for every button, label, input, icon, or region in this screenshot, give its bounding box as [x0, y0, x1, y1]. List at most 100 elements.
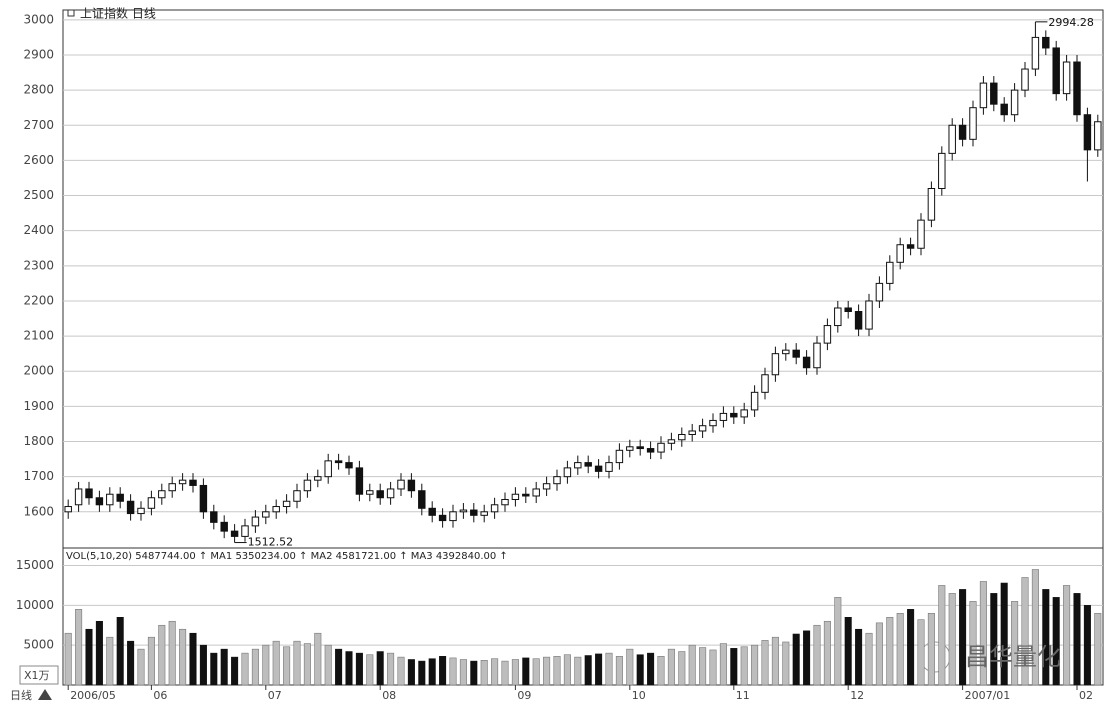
volume-bar — [1042, 589, 1050, 686]
volume-bar — [636, 654, 644, 686]
volume-bar — [439, 656, 447, 686]
volume-bar — [948, 593, 956, 686]
chart-title: 上证指数 日线 — [80, 6, 156, 21]
volume-bar — [543, 656, 551, 686]
candle-body — [906, 244, 915, 249]
candle-body — [106, 493, 114, 506]
volume-bar — [168, 620, 176, 686]
volume-bar — [1094, 613, 1102, 686]
volume-bar — [1073, 593, 1081, 686]
volume-bar — [407, 659, 415, 686]
candle-body — [376, 490, 384, 499]
x-tick-label: 07 — [268, 689, 282, 702]
volume-bar — [116, 616, 124, 686]
volume-bar — [459, 659, 467, 686]
volume-bar — [1063, 585, 1071, 686]
x-tick-label: 02 — [1079, 689, 1093, 702]
y-tick-label: 2100 — [23, 329, 54, 343]
volume-bar — [470, 660, 478, 686]
volume-bar — [907, 609, 915, 686]
candle-body — [678, 433, 686, 441]
volume-bar — [896, 613, 904, 686]
volume-bar — [730, 648, 738, 686]
candle-body — [230, 530, 239, 537]
volume-bar — [199, 644, 207, 686]
candle-body — [1042, 36, 1050, 49]
candle-body — [802, 356, 811, 369]
candle-body — [314, 476, 322, 481]
y-tick-label: 10000 — [16, 598, 54, 612]
volume-bar — [272, 640, 280, 686]
candle-body — [199, 484, 208, 513]
y-tick-label: 1700 — [23, 469, 54, 483]
y-tick-label: 2200 — [23, 293, 54, 307]
volume-bar — [792, 633, 800, 686]
volume-bar — [855, 628, 863, 686]
volume-bar — [75, 609, 83, 686]
volume-bar — [761, 640, 769, 686]
volume-bar — [917, 619, 925, 686]
volume-bar — [699, 647, 707, 686]
volume-bar — [938, 585, 946, 686]
y-tick-label: 2000 — [23, 364, 54, 378]
volume-bar — [522, 657, 530, 686]
candle-body — [709, 419, 717, 427]
volume-bar — [283, 646, 291, 686]
candle-body — [459, 509, 468, 513]
candle-body — [646, 448, 655, 453]
volume-header: VOL(5,10,20) 5487744.00 ↑ MA1 5350234.00… — [66, 551, 508, 562]
candle-body — [1062, 61, 1071, 95]
volume-bar — [709, 649, 717, 686]
volume-bar — [179, 628, 187, 686]
volume-bar — [376, 651, 384, 686]
volume-bar — [158, 624, 166, 686]
candle-body — [126, 500, 135, 515]
candle-body — [594, 465, 603, 472]
volume-bar — [751, 644, 759, 686]
volume-bar — [813, 624, 821, 686]
volume-bar — [511, 659, 519, 686]
candle-body — [688, 430, 696, 435]
volume-bar — [803, 630, 811, 686]
candle-body — [761, 374, 769, 393]
candle-body — [584, 462, 592, 467]
volume-bar — [834, 597, 842, 686]
candle-body — [542, 483, 551, 490]
volume-bar — [1031, 569, 1039, 686]
volume-bar — [771, 636, 779, 686]
candle-body — [896, 244, 904, 263]
volume-bar — [491, 658, 499, 686]
candle-body — [386, 488, 395, 499]
candle-body — [490, 504, 499, 513]
candle-body — [844, 307, 852, 313]
x-tick-label: 11 — [736, 689, 750, 702]
volume-bar — [480, 660, 488, 686]
volume-bar — [927, 613, 935, 686]
candle-body — [470, 509, 478, 516]
candle-body — [220, 521, 228, 532]
volume-bar — [449, 657, 457, 686]
volume-bar — [595, 653, 603, 686]
candle-body — [511, 493, 520, 501]
candle-body — [251, 516, 260, 527]
volume-bar — [324, 644, 332, 686]
candle-body — [293, 490, 301, 502]
candle-body — [189, 479, 197, 486]
candle-body — [407, 479, 416, 492]
volume-bar — [355, 652, 363, 686]
volume-bar — [782, 641, 790, 686]
volume-bar — [990, 593, 998, 686]
y-tick-label: 5000 — [23, 638, 54, 652]
y-tick-label: 2500 — [23, 188, 54, 202]
volume-bar — [647, 652, 655, 686]
candle-body — [522, 493, 530, 497]
volume-bar — [969, 601, 977, 686]
volume-bar — [251, 648, 259, 686]
x-tick-label: 12 — [850, 689, 864, 702]
candle-body — [938, 152, 946, 190]
volume-bar — [241, 652, 249, 686]
volume-bar — [553, 656, 561, 686]
candle-body — [698, 425, 707, 432]
volume-bar — [366, 654, 374, 686]
